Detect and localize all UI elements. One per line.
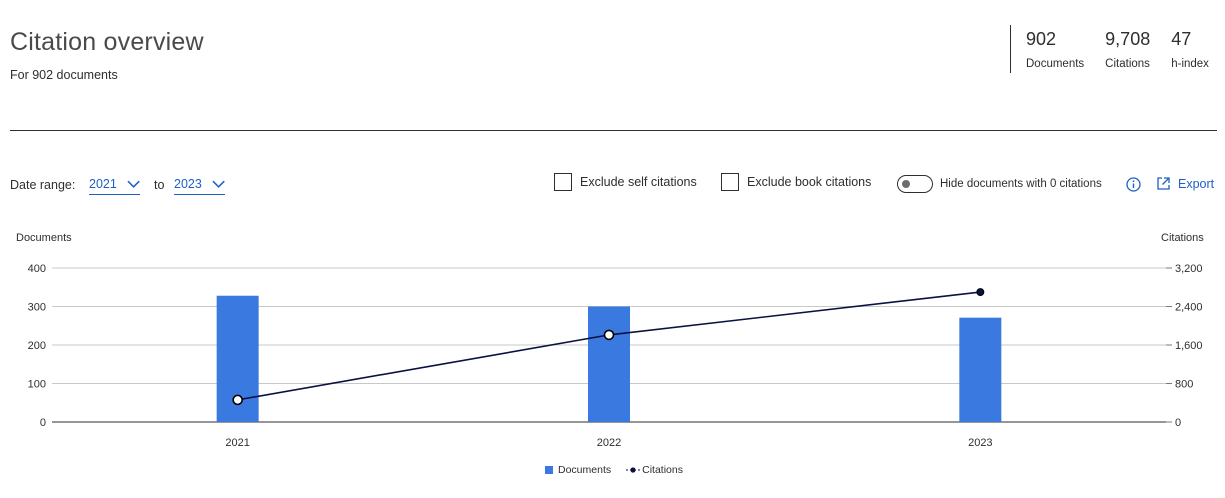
date-range-label: Date range:: [10, 178, 76, 192]
export-icon: [1157, 177, 1170, 190]
bar-documents: [588, 306, 630, 422]
metric-documents: 902 Documents: [1026, 25, 1084, 73]
y2-tick-label: 1,600: [1175, 340, 1203, 352]
chevron-down-icon: [212, 180, 225, 188]
toggle-knob: [902, 180, 910, 188]
legend-citations-swatch: [626, 466, 641, 474]
legend-documents-label: Documents: [558, 464, 612, 476]
metric-h-index-label: h-index: [1171, 58, 1209, 70]
hide-zero-citations-toggle[interactable]: [897, 175, 933, 193]
from-year-select[interactable]: 2021: [89, 173, 140, 195]
info-icon[interactable]: [1126, 177, 1141, 192]
export-label: Export: [1178, 176, 1215, 191]
metric-documents-label: Documents: [1026, 58, 1085, 70]
to-year-value: 2023: [174, 176, 202, 191]
controls-bar: Date range: 2021 to 2023 Exclude self ci…: [10, 173, 1217, 197]
x-tick-label: 2022: [597, 437, 621, 449]
point-citations: [232, 394, 243, 406]
point-citations: [603, 329, 615, 341]
page-title: Citation overview: [10, 28, 204, 56]
page-subtitle: For 902 documents: [10, 68, 118, 82]
y2-tick-label: 2,400: [1175, 302, 1203, 314]
y-tick-label: 100: [28, 379, 46, 391]
to-year-select[interactable]: 2023: [174, 173, 225, 195]
exclude-self-citations-box[interactable]: [554, 173, 572, 191]
metric-citations-label: Citations: [1105, 58, 1150, 70]
to-label: to: [154, 178, 165, 192]
exclude-self-citations-checkbox[interactable]: Exclude self citations: [554, 173, 697, 191]
metric-documents-value: 902: [1026, 29, 1057, 49]
y-tick-label: 200: [28, 340, 46, 352]
chart-legend: Documents Citations: [545, 464, 683, 476]
y-tick-label: 0: [40, 417, 46, 429]
y-tick-label: 300: [28, 302, 46, 314]
metric-citations-value: 9,708: [1105, 29, 1151, 49]
point-citations: [976, 288, 985, 297]
y2-tick-label: 0: [1175, 417, 1181, 429]
y2-tick-label: 800: [1175, 379, 1193, 391]
y2-axis-title: Citations: [1161, 232, 1204, 244]
from-year-value: 2021: [89, 176, 117, 191]
x-tick-label: 2021: [225, 437, 249, 449]
metrics-panel: 902 Documents 9,708 Citations 47 h-index: [1010, 25, 1209, 73]
y-axis-title: Documents: [16, 232, 72, 244]
y-tick-label: 400: [28, 263, 46, 275]
legend-citations-label: Citations: [642, 464, 683, 476]
x-tick-label: 2023: [968, 437, 992, 449]
exclude-self-citations-label: Exclude self citations: [580, 175, 697, 189]
exclude-book-citations-label: Exclude book citations: [747, 175, 872, 189]
chevron-down-icon: [127, 180, 140, 188]
bar-documents: [959, 317, 1002, 422]
exclude-book-citations-checkbox[interactable]: Exclude book citations: [721, 173, 871, 191]
y2-tick-label: 3,200: [1175, 263, 1203, 275]
legend-documents-swatch: [545, 466, 553, 474]
header-divider: [10, 130, 1217, 131]
hide-zero-citations-label: Hide documents with 0 citations: [940, 178, 1102, 190]
exclude-book-citations-box[interactable]: [721, 173, 739, 191]
metric-citations: 9,708 Citations: [1105, 25, 1150, 73]
export-button[interactable]: Export: [1156, 176, 1214, 191]
metric-h-index-value: 47: [1171, 29, 1192, 49]
citation-chart: 0 0 100 800 200 1,600 300 2,400 400 3,200 2021 2022…: [28, 263, 1203, 449]
metric-h-index: 47 h-index: [1171, 25, 1209, 73]
